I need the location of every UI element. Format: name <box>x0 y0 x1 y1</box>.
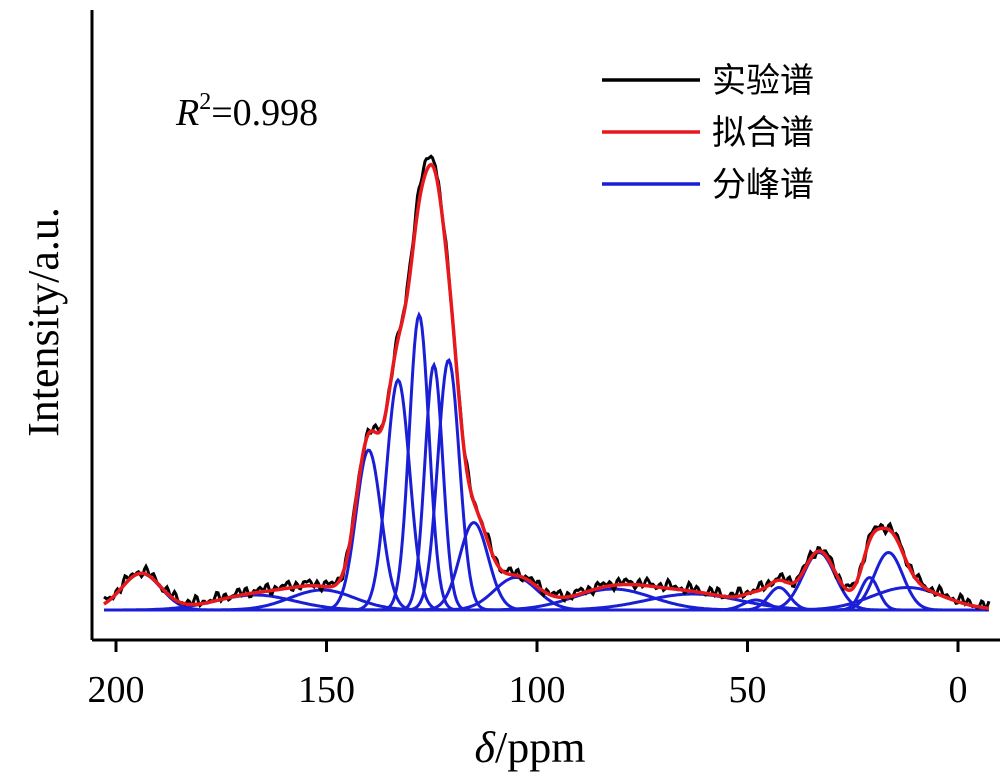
x-tick-label-200: 200 <box>88 669 145 711</box>
deconvoluted-peak-7 <box>104 361 989 612</box>
deconvoluted-peak-5 <box>104 377 989 612</box>
deconvoluted-peak-18 <box>104 586 990 612</box>
experimental-spectrum-line <box>103 154 991 612</box>
deconvoluted-peaks <box>103 311 990 612</box>
r-squared-annotation: R2=0.998 <box>175 89 318 134</box>
legend-label-fit: 拟合谱 <box>712 113 814 153</box>
legend-label-experimental: 实验谱 <box>712 61 814 101</box>
x-axis-ticks: 200 150 100 50 0 <box>88 640 968 711</box>
x-tick-label-100: 100 <box>509 669 566 711</box>
x-axis-label: δ/ppm <box>475 723 586 772</box>
y-axis-label: Intensity/a.u. <box>19 207 68 437</box>
deconvoluted-peak-6 <box>104 311 989 612</box>
r-squared-value: =0.998 <box>211 92 318 134</box>
x-tick-label-0: 0 <box>949 669 968 711</box>
deconvoluted-peak-8 <box>104 357 989 612</box>
r-squared-symbol: R <box>175 92 199 134</box>
r-squared-exponent: 2 <box>199 89 211 115</box>
fit-spectrum-line <box>103 162 990 611</box>
x-axis-label-unit: /ppm <box>495 723 585 772</box>
x-tick-label-50: 50 <box>729 669 767 711</box>
legend-label-deconvoluted: 分峰谱 <box>712 165 814 205</box>
x-axis-label-symbol: δ <box>475 723 497 772</box>
x-tick-label-150: 150 <box>298 669 355 711</box>
